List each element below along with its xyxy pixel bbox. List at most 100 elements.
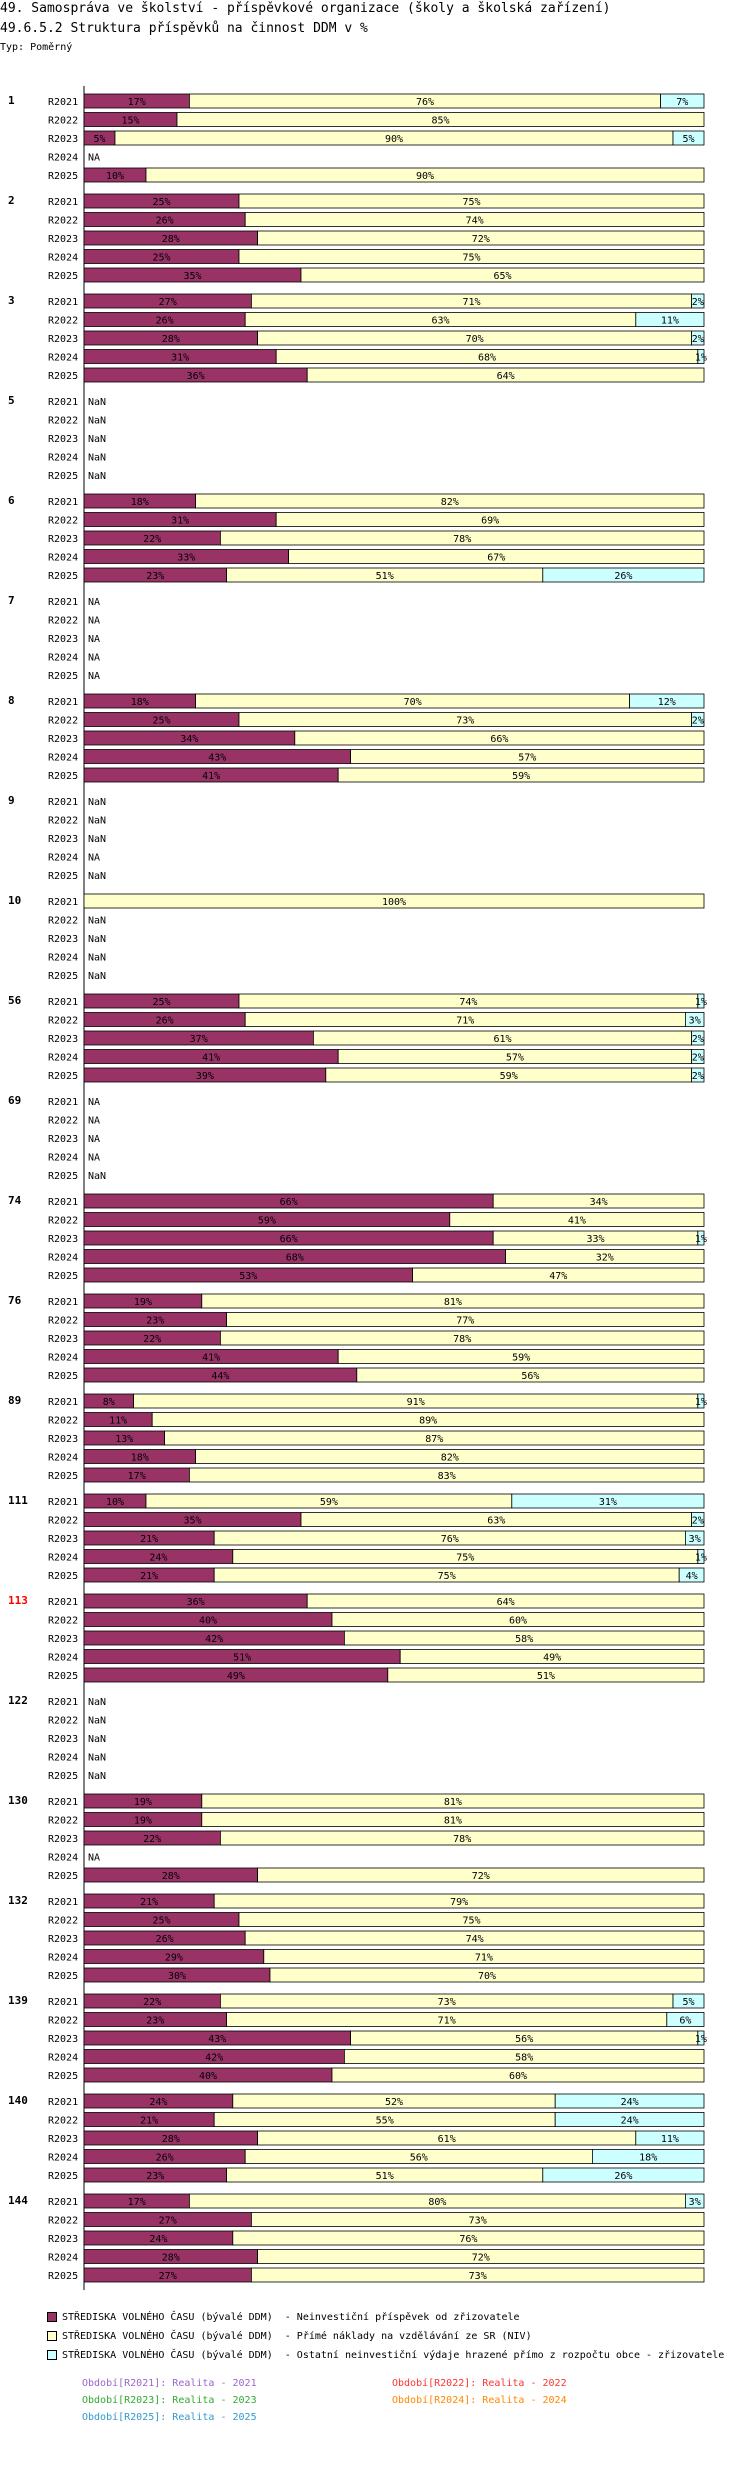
data-label: 55%	[376, 2116, 394, 2127]
data-label: 25%	[152, 197, 170, 208]
data-label: 72%	[472, 1871, 490, 1882]
group-label: 130	[8, 1794, 28, 1807]
bar-segment	[691, 1030, 705, 1046]
period-tick-label: R2025	[48, 1671, 78, 1682]
period-tick-label: R2021	[48, 2197, 78, 2208]
data-label: 35%	[183, 1516, 201, 1527]
bar-segment	[145, 167, 705, 183]
data-label: 60%	[509, 1616, 527, 1627]
data-label: 82%	[441, 497, 459, 508]
period-tick-label: R2025	[48, 871, 78, 882]
na-label: NaN	[88, 934, 106, 945]
na-label: NaN	[88, 416, 106, 427]
period-tick-label: R2025	[48, 2271, 78, 2282]
group-label: 1	[8, 94, 15, 107]
data-label: 43%	[208, 2034, 226, 2045]
na-label: NaN	[88, 871, 106, 882]
period-tick-label: R2025	[48, 1371, 78, 1382]
data-label: 49%	[227, 1671, 245, 1682]
data-label: 31%	[171, 353, 189, 364]
period-tick-label: R2024	[48, 2053, 78, 2064]
na-label: NA	[88, 1097, 100, 1108]
data-label: 10%	[106, 1497, 124, 1508]
data-label: 69%	[481, 516, 499, 527]
period-tick-label: R2023	[48, 534, 78, 545]
data-label: 22%	[143, 1997, 161, 2008]
data-label: 29%	[165, 1953, 183, 1964]
data-label: 37%	[190, 1034, 208, 1045]
period-tick-label: R2021	[48, 197, 78, 208]
data-label: 26%	[156, 1016, 174, 1027]
period-tick-label: R2023	[48, 434, 78, 445]
data-label: 75%	[462, 197, 480, 208]
data-label: 51%	[376, 571, 394, 582]
period-tick-label: R2025	[48, 1271, 78, 1282]
period-tick-label: R2022	[48, 516, 78, 527]
na-label: NaN	[88, 434, 106, 445]
period-tick-label: R2024	[48, 853, 78, 864]
bar-segment	[678, 1567, 705, 1583]
period-tick-label: R2023	[48, 834, 78, 845]
data-label: 71%	[438, 2016, 456, 2027]
legend-label-2: STŘEDISKA VOLNÉHO ČASU (bývalé DDM) - Př…	[62, 2331, 532, 2342]
legend-item-2: STŘEDISKA VOLNÉHO ČASU (bývalé DDM) - Př…	[47, 2331, 532, 2343]
data-label: 10%	[106, 171, 124, 182]
data-label: 28%	[162, 334, 180, 345]
data-label: 26%	[156, 1934, 174, 1945]
period-tick-label: R2021	[48, 1397, 78, 1408]
group-label: 7	[8, 594, 15, 607]
data-label: 71%	[475, 1953, 493, 1964]
bar-segment	[691, 1067, 705, 1083]
data-label: 59%	[500, 1071, 518, 1082]
period-tick-label: R2023	[48, 1334, 78, 1345]
group-label: 122	[8, 1694, 28, 1707]
period-2025: Období[R2025]: Realita - 2025	[82, 2412, 257, 2423]
data-label: 63%	[431, 316, 449, 327]
bar-segment	[226, 1312, 705, 1327]
period-tick-label: R2022	[48, 2116, 78, 2127]
bar-segment	[554, 2093, 705, 2109]
period-tick-label: R2021	[48, 797, 78, 808]
data-label: 36%	[187, 1597, 205, 1608]
data-label: 59%	[512, 771, 530, 782]
data-label: 81%	[444, 1816, 462, 1827]
period-tick-label: R2024	[48, 753, 78, 764]
bar-segment	[691, 1512, 705, 1527]
bar-segment	[188, 1467, 705, 1483]
bar-segment	[542, 2167, 705, 2183]
data-label: 91%	[407, 1397, 425, 1408]
data-label: 72%	[472, 234, 490, 245]
period-tick-label: R2024	[48, 253, 78, 264]
bar-segment	[244, 1930, 705, 1946]
data-label: 1%	[695, 1553, 707, 1564]
data-label: 12%	[658, 697, 676, 708]
group-label: 140	[8, 2094, 28, 2107]
period-tick-label: R2023	[48, 1534, 78, 1545]
period-tick-label: R2022	[48, 1316, 78, 1327]
data-label: 59%	[320, 1497, 338, 1508]
bar-segment	[629, 693, 705, 709]
bar-segment	[257, 2249, 705, 2264]
data-label: 18%	[131, 697, 149, 708]
bar-segment	[201, 1812, 705, 1827]
data-label: 1%	[695, 2034, 707, 2045]
period-tick-label: R2024	[48, 1953, 78, 1964]
na-label: NaN	[88, 1697, 106, 1708]
bar-segment	[288, 549, 705, 564]
data-label: 74%	[459, 997, 477, 1008]
data-label: 68%	[286, 1253, 304, 1264]
data-label: 89%	[419, 1416, 437, 1427]
legend-swatch-3	[47, 2350, 57, 2360]
period-tick-label: R2023	[48, 1134, 78, 1145]
bar-segment	[542, 567, 705, 583]
bar-segment	[219, 1330, 705, 1346]
bar-segment	[343, 2049, 705, 2064]
period-tick-label: R2022	[48, 216, 78, 227]
group-label: 2	[8, 194, 15, 207]
data-label: 43%	[208, 753, 226, 764]
bar-segment	[635, 2130, 705, 2146]
data-label: 42%	[205, 2053, 223, 2064]
group-label: 6	[8, 494, 15, 507]
chart-plot: 1 R2021 17% 76% 7%R2022 15% 85%R2023 5% 90% 5%R20…	[8, 86, 707, 2290]
data-label: 5%	[682, 134, 694, 145]
